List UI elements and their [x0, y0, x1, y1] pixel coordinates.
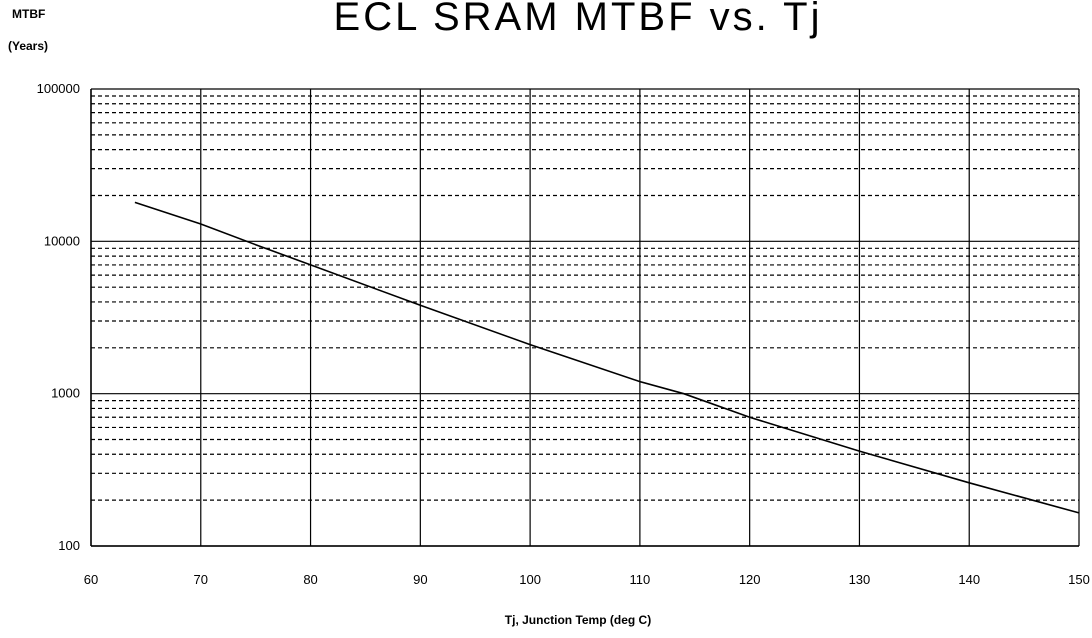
- x-tick-label: 110: [630, 572, 651, 587]
- x-tick-label: 90: [413, 572, 427, 587]
- grid: [90, 88, 1080, 547]
- x-tick-label: 150: [1068, 572, 1090, 587]
- chart-title: ECL SRAM MTBF vs. Tj: [334, 0, 823, 39]
- x-tick-label: 100: [519, 572, 541, 587]
- x-tick-label: 120: [739, 572, 761, 587]
- y-tick-label: 100000: [37, 81, 80, 96]
- x-tick-label: 80: [303, 572, 317, 587]
- y-axis-label-line1: MTBF: [12, 7, 45, 21]
- x-tick-label: 140: [958, 572, 980, 587]
- x-axis-label: Tj, Junction Temp (deg C): [505, 613, 651, 627]
- y-tick-label: 10000: [44, 233, 80, 248]
- x-tick-label: 60: [84, 572, 98, 587]
- tick-labels: 60 70 80 90 100 110 120 130 140 150 100 1000 10000 10…: [37, 81, 1090, 587]
- x-tick-label: 130: [849, 572, 871, 587]
- y-tick-label: 100: [58, 538, 80, 553]
- axes: [90, 89, 1079, 547]
- series-group: [134, 201, 1080, 514]
- series-line: [134, 201, 1080, 514]
- y-tick-label: 1000: [51, 386, 80, 401]
- y-axis-label-line2: (Years): [8, 39, 48, 53]
- x-tick-label: 70: [194, 572, 208, 587]
